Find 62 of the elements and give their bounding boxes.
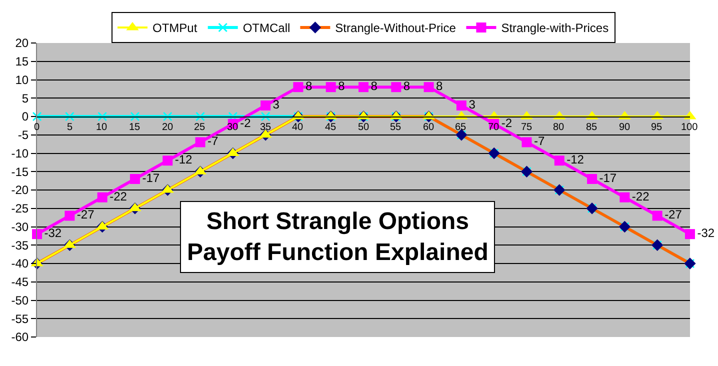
y-tick-label: -35 xyxy=(11,238,29,252)
x-tick-label: 65 xyxy=(455,122,467,133)
data-label: -12 xyxy=(174,152,193,167)
data-label: 8 xyxy=(305,79,312,94)
x-tick-label: 15 xyxy=(129,122,141,133)
legend-label: Strangle-with-Prices xyxy=(501,21,609,36)
data-label: 8 xyxy=(338,79,346,94)
x-tick-label: 80 xyxy=(553,122,565,133)
data-label: -12 xyxy=(566,152,584,167)
data-label: -7 xyxy=(534,134,545,148)
y-tick-label: -20 xyxy=(11,183,29,198)
data-label: -22 xyxy=(632,189,650,204)
x-tick-label: 60 xyxy=(423,122,435,133)
y-tick-label: -30 xyxy=(11,220,29,234)
y-tick-label: -55 xyxy=(11,312,29,326)
data-label: -2 xyxy=(240,116,252,130)
x-tick-label: 75 xyxy=(521,122,533,133)
data-label: 8 xyxy=(436,79,444,94)
x-tick-label: 40 xyxy=(292,122,304,133)
data-label: 8 xyxy=(403,79,410,94)
data-label: -7 xyxy=(208,134,219,148)
data-label: -22 xyxy=(110,189,128,204)
y-tick-label: 10 xyxy=(15,72,29,87)
y-tick-label: -45 xyxy=(11,275,29,290)
x-tick-label: 100 xyxy=(681,122,698,133)
x-tick-label: 10 xyxy=(96,122,108,133)
x-tick-label: 25 xyxy=(194,122,206,133)
data-label: -17 xyxy=(599,170,617,185)
y-tick-label: 5 xyxy=(22,91,29,106)
x-tick-label: 45 xyxy=(325,122,337,133)
y-tick-label: -50 xyxy=(11,293,29,308)
x-tick-label: 95 xyxy=(651,122,663,133)
data-label: -27 xyxy=(664,208,682,222)
data-label: -27 xyxy=(76,208,95,222)
data-label: -32 xyxy=(44,226,62,240)
data-label: 8 xyxy=(370,79,378,94)
data-label: -2 xyxy=(501,116,512,130)
x-tick-label: 20 xyxy=(162,122,174,133)
y-tick-label: 15 xyxy=(15,54,29,69)
y-tick-label: -40 xyxy=(11,256,29,271)
data-label: 3 xyxy=(468,97,476,112)
y-tick-label: -10 xyxy=(11,146,29,160)
x-tick-label: 0 xyxy=(34,122,40,133)
y-tick-label: -60 xyxy=(11,330,29,344)
x-tick-label: 55 xyxy=(390,122,402,133)
data-label: -17 xyxy=(142,170,160,185)
x-tick-label: 85 xyxy=(586,122,598,133)
data-label: -32 xyxy=(697,226,715,240)
x-tick-label: 35 xyxy=(260,122,272,133)
legend-label: OTMPut xyxy=(152,21,198,36)
text: Short Strangle Options Payoff Function Explained xyxy=(187,208,488,266)
y-tick-label: -5 xyxy=(18,128,29,142)
legend-label: Strangle-Without-Price xyxy=(335,21,456,36)
x-tick-label: 90 xyxy=(619,122,631,133)
legend-label: OTMCall xyxy=(242,21,290,36)
y-tick-label: -15 xyxy=(11,164,29,179)
x-tick-label: 50 xyxy=(358,122,370,133)
x-tick-label: 5 xyxy=(67,122,73,133)
y-tick-label: 20 xyxy=(15,36,29,50)
data-label: 3 xyxy=(272,97,280,112)
y-tick-label: -25 xyxy=(11,202,29,216)
y-tick-label: 0 xyxy=(22,110,29,124)
